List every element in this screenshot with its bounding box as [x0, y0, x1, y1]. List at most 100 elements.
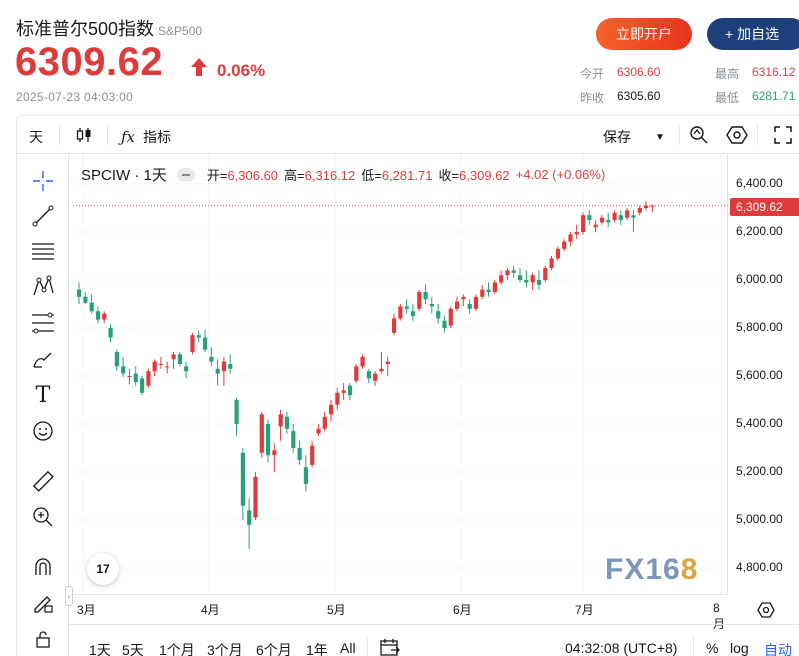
horizontal-lines-icon[interactable] — [30, 238, 56, 264]
price-tick: 5,600.00 — [736, 368, 783, 382]
candle-body — [347, 385, 353, 396]
quick-search-icon[interactable] — [689, 125, 709, 145]
candle-body — [165, 366, 170, 368]
candle — [562, 239, 567, 252]
candle-body — [410, 311, 416, 316]
price-tick: 6,400.00 — [736, 176, 783, 190]
candle-body — [379, 368, 384, 372]
chart-widget: 天 ƒx 指标 保存 ▼ — [16, 115, 799, 656]
pattern-icon[interactable] — [30, 274, 56, 300]
time-axis[interactable]: 3月 4月 5月 6月 7月 8月 — [73, 594, 727, 631]
candle — [259, 412, 264, 458]
range-6m[interactable]: 6个月 — [256, 642, 292, 656]
range-5d[interactable]: 5天 — [122, 642, 144, 656]
ruler-icon[interactable] — [30, 468, 56, 494]
candle — [272, 443, 277, 472]
candle-body — [221, 361, 227, 372]
candle-body — [196, 335, 201, 338]
candle-body — [467, 304, 472, 309]
candle — [291, 424, 296, 453]
crosshair-icon[interactable] — [30, 168, 56, 194]
price-tick: 5,400.00 — [736, 416, 783, 430]
log-toggle[interactable]: log — [730, 640, 749, 656]
candle — [555, 246, 560, 261]
auto-scale-toggle[interactable]: 自动 — [764, 642, 792, 656]
collapse-toolbar-icon[interactable]: ‹ — [65, 586, 73, 606]
candle-body — [473, 296, 479, 309]
add-watchlist-button[interactable]: + 加自选 — [707, 18, 799, 50]
interval-selector[interactable]: 天 — [29, 129, 43, 145]
stat-open: 今开 6306.60 — [580, 65, 660, 82]
stat-high-label: 最高 — [715, 67, 740, 81]
candle — [625, 208, 630, 220]
candle-body — [121, 366, 126, 374]
candle-body — [593, 224, 598, 228]
candle — [102, 311, 107, 324]
clock-display[interactable]: 04:32:08 (UTC+8) — [565, 640, 678, 656]
candle-body — [637, 208, 642, 213]
candle-body — [524, 280, 529, 283]
stat-open-label: 今开 — [580, 67, 605, 81]
trend-line-icon[interactable] — [30, 203, 56, 229]
candle-body — [102, 313, 107, 320]
open-account-button[interactable]: 立即开户 — [596, 18, 692, 50]
candle — [455, 296, 460, 312]
candle-body — [574, 232, 579, 235]
date-range-icon[interactable] — [379, 637, 401, 656]
fullscreen-icon[interactable] — [773, 125, 793, 145]
candle-body — [284, 416, 290, 429]
function-icon: ƒx — [121, 128, 136, 146]
candle-body — [562, 241, 567, 249]
legend-open: 开=6,306.60 — [206, 168, 279, 183]
axis-settings-icon[interactable] — [757, 602, 775, 623]
lock-pencil-icon[interactable] — [30, 590, 56, 616]
chart-legend: SPCIW · 1天 开=6,306.60 高=6,316.12 低=6,281… — [81, 164, 611, 185]
lock-icon[interactable] — [30, 626, 56, 652]
candle-body — [417, 292, 422, 309]
tradingview-logo[interactable]: 17 — [87, 553, 119, 585]
emoji-icon[interactable] — [30, 418, 56, 444]
save-button[interactable]: 保存 ▼ — [603, 127, 665, 147]
range-3m[interactable]: 3个月 — [207, 642, 243, 656]
indicators-button[interactable]: ƒx 指标 — [121, 127, 171, 147]
change-percent: 0.06% — [217, 61, 266, 80]
legend-change: +4.02 (+0.06%) — [515, 167, 606, 182]
candle-body — [133, 373, 138, 382]
stat-low-label: 最低 — [715, 91, 740, 105]
candle-body — [190, 335, 195, 352]
candle-body — [203, 337, 208, 350]
candle — [228, 354, 233, 374]
chart-toolbar: 天 ƒx 指标 保存 ▼ — [17, 116, 799, 154]
candlestick-chart[interactable] — [73, 154, 727, 594]
settings-gear-icon[interactable] — [726, 125, 748, 145]
zoom-in-icon[interactable] — [30, 504, 56, 530]
range-1m[interactable]: 1个月 — [159, 642, 195, 656]
legend-collapse-icon[interactable] — [176, 167, 195, 182]
candle-body — [549, 258, 554, 268]
candle-body — [278, 414, 283, 427]
price-tick: 6,200.00 — [736, 224, 783, 238]
price-axis[interactable]: 6,400.00 6,200.00 6,000.00 5,800.00 5,60… — [727, 154, 799, 594]
stat-high-value: 6316.12 — [752, 65, 796, 79]
indicators-label: 指标 — [143, 129, 172, 145]
candle-body — [568, 234, 573, 242]
range-1d[interactable]: 1天 — [89, 642, 111, 656]
candle — [303, 455, 308, 492]
candle-type-icon[interactable] — [75, 126, 93, 144]
percent-toggle[interactable]: % — [706, 640, 719, 656]
magnet-icon[interactable] — [30, 554, 56, 580]
candle — [429, 296, 434, 314]
candle-body — [259, 414, 264, 453]
candle-body — [625, 210, 630, 218]
candle — [543, 265, 548, 283]
fib-retracement-icon[interactable] — [30, 310, 56, 336]
legend-low: 低=6,281.71 — [361, 168, 433, 183]
candle-body — [335, 392, 340, 405]
candle-body — [177, 354, 182, 364]
candle — [77, 282, 82, 304]
text-tool-icon[interactable]: T — [35, 382, 51, 408]
range-all[interactable]: All — [340, 640, 356, 656]
brush-icon[interactable] — [30, 346, 56, 372]
range-1y[interactable]: 1年 — [306, 642, 328, 656]
candle — [114, 349, 119, 372]
